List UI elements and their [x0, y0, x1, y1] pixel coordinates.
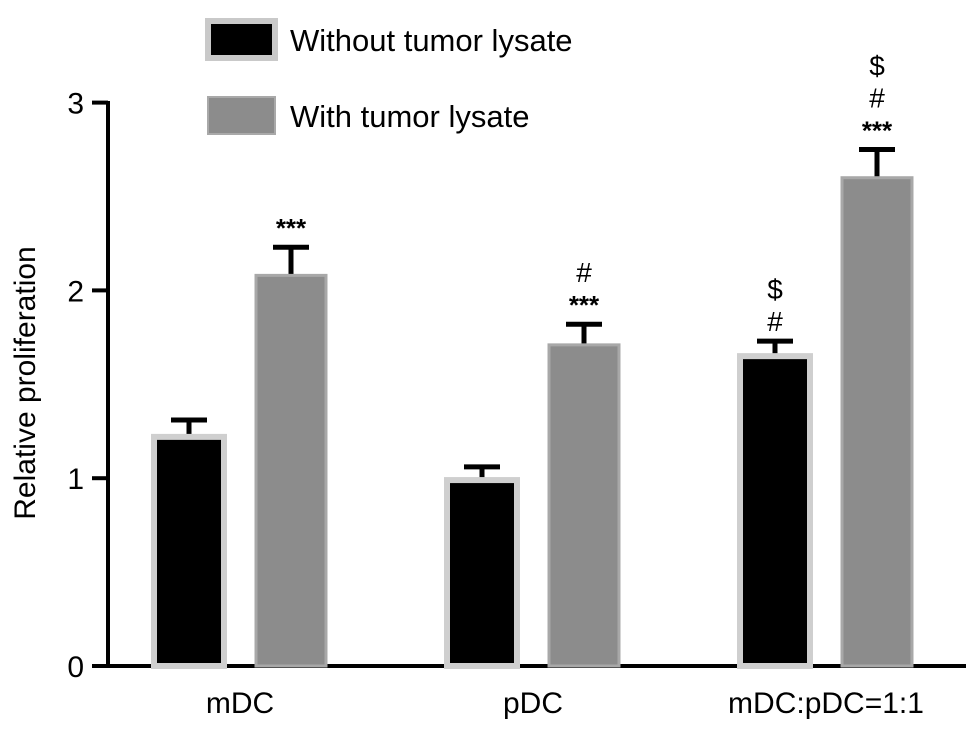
category-labels: mDC pDC mDC:pDC=1:1	[206, 687, 924, 720]
significance-label: $	[869, 51, 885, 82]
bar	[840, 176, 914, 668]
bar	[547, 343, 621, 668]
bar	[151, 433, 227, 669]
bars: ******##$***#$	[151, 51, 914, 669]
bar	[737, 353, 813, 669]
x-category-label: mDC:pDC=1:1	[728, 687, 924, 720]
y-tick-label: 1	[67, 463, 84, 496]
significance-label: ***	[276, 213, 307, 243]
x-category-label: mDC	[206, 687, 274, 720]
significance-label: ***	[569, 290, 600, 320]
legend-label-with-lysate: With tumor lysate	[290, 99, 529, 134]
legend-swatch-with-lysate	[207, 96, 276, 135]
significance-label: ***	[862, 116, 893, 146]
bar	[444, 477, 520, 669]
significance-label: #	[869, 83, 885, 114]
y-tick-label: 0	[67, 651, 84, 684]
y-axis-title: Relative proliferation	[9, 246, 42, 519]
y-tick-label: 2	[67, 275, 84, 308]
legend-label-without-lysate: Without tumor lysate	[290, 23, 573, 58]
axes: Relative proliferation	[9, 101, 966, 668]
y-ticks: 0 1 2 3	[67, 88, 108, 684]
bar	[254, 273, 328, 668]
x-category-label: pDC	[503, 687, 563, 720]
significance-label: #	[576, 257, 592, 288]
legend-swatch-without-lysate	[205, 18, 278, 61]
legend: Without tumor lysate With tumor lysate	[205, 18, 573, 135]
y-tick-label: 3	[67, 88, 84, 121]
significance-label: $	[767, 274, 783, 305]
significance-label: #	[767, 306, 783, 337]
